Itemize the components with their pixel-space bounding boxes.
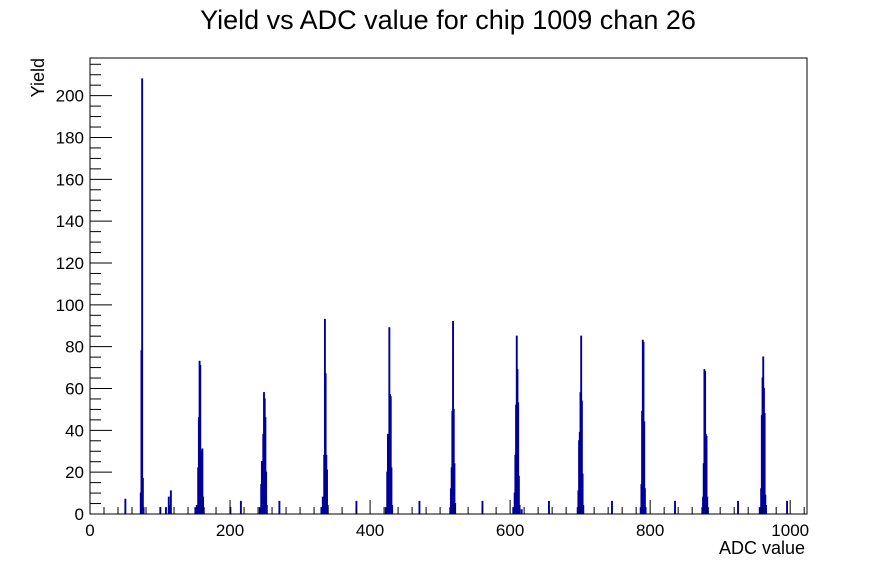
histogram-bin	[454, 502, 457, 514]
histogram-bin	[705, 436, 708, 514]
histogram-bin	[706, 496, 709, 514]
y-tick-label: 140	[56, 212, 84, 231]
histogram-bin	[390, 467, 393, 514]
chart-title: Yield vs ADC value for chip 1009 chan 26	[200, 5, 696, 35]
y-tick-label: 180	[56, 128, 84, 147]
y-axis: 0 20 40 60 80 100 120 140 160 180 200	[56, 63, 112, 524]
y-tick-label: 200	[56, 87, 84, 106]
histogram-bin	[201, 448, 204, 514]
histogram-bin	[265, 471, 268, 514]
histogram-bin	[389, 396, 392, 514]
y-axis-label: Yield	[28, 58, 48, 97]
histogram-bin	[580, 400, 583, 514]
histogram-bin	[202, 496, 205, 514]
histogram-bin	[141, 477, 144, 514]
histogram-bin	[258, 507, 261, 514]
histogram-bin	[194, 507, 197, 514]
histogram-bin	[202, 507, 205, 514]
histogram-bin	[452, 408, 455, 514]
histogram-bin	[548, 500, 550, 514]
histogram-bin	[391, 505, 394, 514]
histogram-bin	[384, 507, 387, 514]
histogram-bin	[453, 463, 456, 514]
histogram-bin	[765, 505, 767, 514]
histogram-bin	[737, 500, 739, 514]
y-tick-label: 20	[65, 463, 84, 482]
histogram-bin	[706, 507, 709, 514]
histogram-bin	[165, 507, 167, 514]
histogram-bin	[763, 412, 766, 514]
x-tick-label: 800	[636, 521, 664, 540]
y-tick-label: 120	[56, 254, 84, 273]
y-tick-label: 0	[75, 505, 84, 524]
histogram-bins	[124, 78, 788, 514]
x-axis-label: ADC value	[719, 538, 805, 558]
histogram-bin	[142, 507, 145, 514]
histogram-bin	[518, 505, 521, 514]
histogram-bin	[517, 402, 520, 514]
x-tick-label: 400	[356, 521, 384, 540]
histogram-bin	[320, 507, 323, 514]
histogram-bin	[582, 505, 585, 514]
histogram-bin	[758, 507, 761, 514]
x-tick-label: 0	[85, 521, 94, 540]
histogram-bin	[517, 475, 520, 514]
x-tick-label: 200	[216, 521, 244, 540]
histogram-bin	[324, 373, 327, 514]
y-tick-label: 40	[65, 421, 84, 440]
histogram-bin	[199, 364, 202, 514]
histogram-bin	[239, 500, 242, 514]
histogram-bin	[644, 507, 647, 514]
histogram-bin	[611, 500, 613, 514]
histogram-bin	[643, 421, 646, 514]
histogram-bin	[195, 505, 198, 514]
y-tick-label: 80	[65, 338, 84, 357]
histogram-bin	[321, 496, 324, 514]
histogram-bin	[418, 500, 421, 514]
plot-frame	[89, 57, 808, 515]
x-axis: 0 200 400 600 800 1000	[85, 500, 809, 540]
x-tick-label: 600	[496, 521, 524, 540]
histogram-bin	[264, 417, 267, 514]
histogram-bin	[141, 78, 144, 514]
histogram-bin	[167, 496, 170, 514]
histogram-bin	[643, 488, 646, 514]
histogram-bin	[124, 498, 127, 514]
histogram-bin	[326, 469, 328, 514]
histogram-bin	[786, 500, 788, 514]
histogram-bin	[674, 500, 676, 514]
histogram-bin	[512, 507, 515, 514]
y-tick-label: 100	[56, 296, 84, 315]
histogram-bin	[278, 500, 281, 514]
histogram-bin	[169, 490, 172, 514]
histogram-bin	[520, 509, 523, 514]
histogram-bin	[581, 473, 584, 514]
y-tick-label: 60	[65, 379, 84, 398]
histogram-bin	[764, 494, 767, 514]
x-tick-label: 1000	[771, 521, 809, 540]
y-tick-label: 160	[56, 170, 84, 189]
histogram-bin	[265, 505, 268, 514]
histogram-bin	[386, 433, 389, 514]
